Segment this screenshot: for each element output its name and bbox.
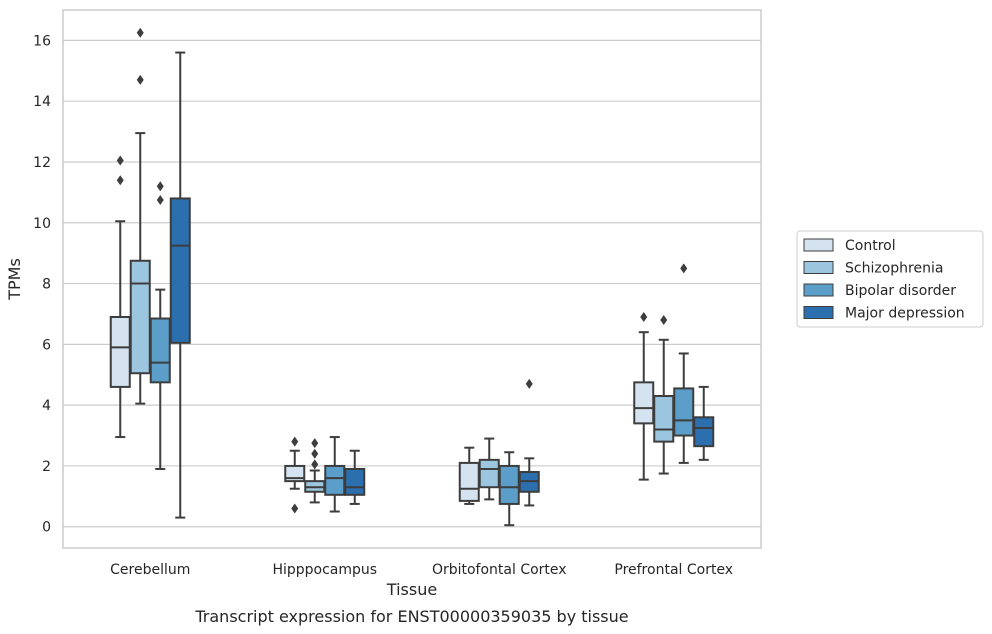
legend-label: Bipolar disorder [845, 283, 956, 299]
x-tick-label: Cerebellum [110, 562, 190, 578]
outlier-point [136, 27, 144, 38]
plot-area [63, 10, 761, 548]
y-tick-label: 10 [33, 216, 51, 232]
outlier-point [156, 194, 164, 205]
x-tick-labels: Cerebellum Hipppocampus Orbitofontal Corte… [110, 562, 733, 578]
outlier-point [311, 448, 319, 459]
outlier-point [680, 263, 688, 274]
box-schizophrenia [653, 315, 675, 475]
y-tick-label: 8 [42, 277, 51, 293]
outlier-point [291, 503, 299, 514]
outlier-point [156, 181, 164, 192]
box-control [284, 436, 306, 514]
box-iqr [633, 381, 655, 425]
box-iqr [693, 416, 715, 448]
legend-frame [796, 230, 984, 328]
box-bipolar-disorder [673, 263, 695, 464]
box-control [633, 311, 655, 481]
y-tick-label: 4 [42, 398, 51, 414]
y-tick-label: 0 [42, 520, 51, 536]
box-iqr [129, 259, 151, 375]
y-tick-label: 16 [33, 33, 51, 49]
x-axis-label: Tissue [386, 580, 437, 599]
box-iqr [498, 464, 520, 505]
outlier-point [525, 378, 533, 389]
x-tick-label: Prefrontal Cortex [614, 562, 733, 578]
box-iqr [324, 464, 346, 496]
plot-frame [62, 9, 762, 549]
outlier-point [291, 436, 299, 447]
box-control [109, 155, 131, 439]
y-tick-label: 14 [33, 94, 51, 110]
box-major-depression [518, 378, 540, 507]
outlier-point [640, 311, 648, 322]
box-bipolar-disorder [498, 451, 520, 527]
box-iqr [478, 458, 500, 489]
y-tick-labels: 0 2 4 6 8 10 12 14 16 [33, 33, 51, 535]
outlier-point [116, 175, 124, 186]
legend-label: Control [845, 238, 896, 254]
legend-label: Schizophrenia [845, 261, 943, 277]
outlier-point [311, 438, 319, 449]
box-iqr [673, 387, 695, 437]
outlier-point [660, 315, 668, 326]
box-bipolar-disorder [149, 181, 171, 470]
legend-swatch [803, 261, 834, 274]
legend-swatch [803, 238, 834, 252]
box-major-depression [693, 385, 715, 461]
legend: Control Schizophrenia Bipolar disorder Majo… [796, 230, 984, 328]
box-iqr [344, 467, 366, 496]
box-iqr [458, 461, 480, 502]
x-tick-label: Orbitofontal Cortex [432, 562, 567, 578]
boxes [109, 27, 715, 527]
x-tick-label: Hipppocampus [272, 562, 377, 578]
legend-swatch [803, 283, 834, 297]
y-axis-label: TPMs [5, 258, 24, 301]
y-tick-label: 2 [42, 459, 51, 475]
box-iqr [653, 395, 675, 443]
box-iqr [149, 317, 171, 384]
y-tick-label: 12 [33, 155, 51, 171]
outlier-point [136, 74, 144, 85]
box-major-depression [344, 449, 366, 505]
box-schizophrenia [129, 27, 151, 405]
box-iqr [169, 197, 191, 344]
legend-label: Major depression [845, 306, 965, 322]
box-iqr [109, 315, 131, 388]
box-major-depression [169, 51, 191, 519]
y-tick-label: 6 [42, 337, 51, 353]
outlier-point [116, 155, 124, 166]
legend-swatch [803, 306, 834, 319]
outlier-point [311, 459, 319, 470]
chart-title: Transcript expression for ENST0000035903… [194, 607, 628, 626]
